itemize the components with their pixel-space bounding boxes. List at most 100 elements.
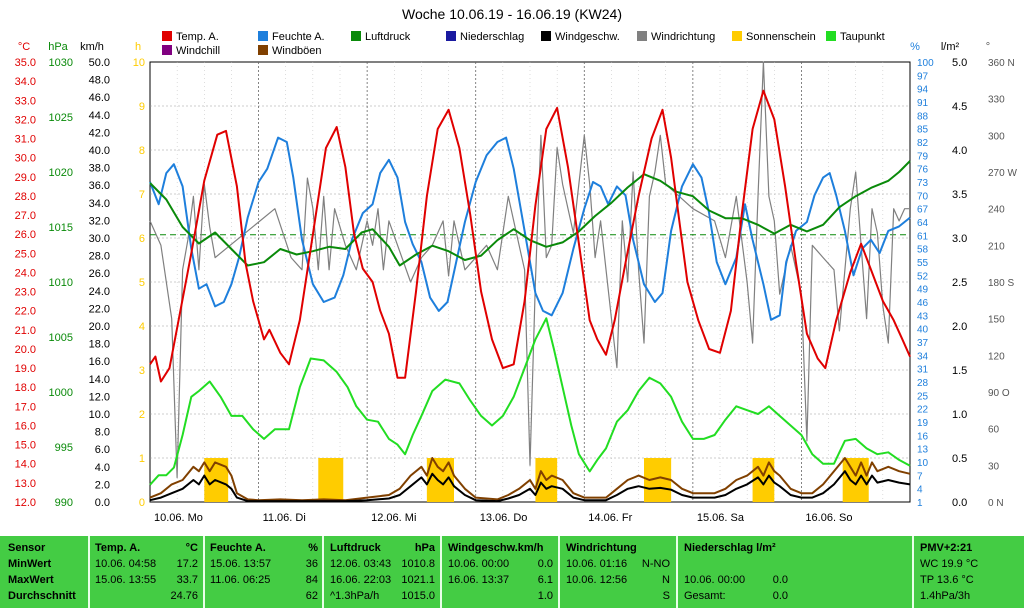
panel-pressure-max-value: 1021.1	[401, 574, 435, 586]
tick-label-pressure: 1030	[49, 57, 73, 69]
legend-label-gusts: Windböen	[272, 45, 322, 57]
tick-label-sun: 5	[139, 277, 145, 289]
panel-precip-total-label: Gesamt:	[684, 590, 726, 602]
tick-label-dir: 150	[988, 315, 1005, 326]
series-line-winddir	[149, 61, 910, 479]
tick-label-wind: 38.0	[89, 163, 110, 175]
tick-label-wind: 18.0	[89, 339, 110, 351]
tick-label-dir: 240	[988, 205, 1005, 216]
tick-label-precip: 4.5	[952, 101, 967, 113]
tick-label-temp: 22.0	[15, 306, 36, 318]
tick-label-humidity: 94	[917, 85, 929, 96]
tick-label-pressure: 1020	[49, 167, 73, 179]
tick-label-precip: 1.0	[952, 409, 967, 421]
panel-unit-temp: °C	[185, 542, 198, 554]
series-lines	[149, 61, 911, 503]
tick-label-precip: 0.0	[952, 497, 967, 509]
tick-label-temp: 34.0	[15, 76, 36, 88]
tick-label-wind: 24.0	[89, 286, 110, 298]
panel-humidity-avg-value: 62	[305, 590, 318, 602]
tick-label-temp: 28.0	[15, 191, 36, 203]
panel-unit-humidity: %	[308, 542, 318, 554]
panel-humidity-max-value: 84	[305, 574, 318, 586]
tick-label-pressure: 995	[55, 442, 73, 454]
tick-label-wind: 6.0	[95, 444, 110, 456]
tick-label-wind: 4.0	[95, 462, 110, 474]
tick-label-wind: 12.0	[89, 391, 110, 403]
tick-label-temp: 14.0	[15, 459, 36, 471]
legend-label-precipitation: Niederschlag	[460, 31, 524, 43]
panel-humidity-max-time: 11.06. 06:25	[210, 574, 271, 586]
tick-label-sun: 1	[139, 453, 145, 465]
tick-label-dir: 210	[988, 241, 1005, 252]
tick-label-temp: 21.0	[15, 325, 36, 337]
legend-swatch-windchill	[162, 45, 172, 55]
tick-label-humidity: 4	[917, 485, 923, 496]
weather-chart: Woche 10.06.19 - 16.06.19 (KW24) Temp. A…	[15, 6, 1018, 524]
tick-label-humidity: 64	[917, 218, 929, 229]
panel-pressure-avg-value: 1015.0	[401, 590, 435, 602]
panel-winddir-avg-value: S	[662, 590, 670, 602]
tick-label-wind: 10.0	[89, 409, 110, 421]
tick-label-wind: 22.0	[89, 303, 110, 315]
panel-windspeed-min-value: 0.0	[537, 558, 553, 570]
tick-label-precip: 2.0	[952, 321, 967, 333]
axis-ticks: 35.034.033.032.031.030.029.028.027.026.0…	[15, 57, 1018, 524]
tick-label-wind: 46.0	[89, 92, 110, 104]
tick-label-temp: 31.0	[15, 134, 36, 146]
tick-label-temp: 17.0	[15, 401, 36, 413]
tick-label-dir: 120	[988, 351, 1005, 362]
panel-row-label-max: MaxWert	[8, 574, 54, 586]
tick-label-humidity: 100	[917, 58, 934, 69]
tick-label-x: 12.06. Mi	[371, 512, 416, 524]
panel-temp-max-time: 15.06. 13:55	[95, 574, 157, 586]
tick-label-wind: 16.0	[89, 356, 110, 368]
tick-label-temp: 19.0	[15, 363, 36, 375]
panel-pressure-trend: ^1.3hPa/h	[330, 590, 380, 602]
panel-pressure-min-value: 1010.8	[401, 558, 435, 570]
tick-label-humidity: 91	[917, 98, 929, 109]
tick-label-humidity: 34	[917, 351, 929, 362]
series-line-windspeed	[149, 470, 911, 503]
legend: Temp. A. Feuchte A. Luftdruck Niederschlag W…	[162, 31, 885, 57]
series-line-gusts	[149, 457, 911, 502]
tick-label-wind: 20.0	[89, 321, 110, 333]
tick-label-humidity: 58	[917, 245, 929, 256]
panel-windspeed-min-time: 10.06. 00:00	[448, 558, 510, 570]
tick-label-humidity: 97	[917, 71, 929, 82]
tick-label-sun: 4	[139, 321, 145, 333]
tick-label-temp: 20.0	[15, 344, 36, 356]
axis-unit-label: °C	[18, 41, 30, 53]
panel-header-pressure: Luftdruck	[330, 542, 381, 554]
series-line-temp	[149, 89, 911, 383]
legend-swatch-dewpoint	[826, 31, 836, 41]
tick-label-wind: 30.0	[89, 233, 110, 245]
tick-label-precip: 2.5	[952, 277, 967, 289]
tick-label-humidity: 16	[917, 431, 929, 442]
legend-label-winddir: Windrichtung	[651, 31, 715, 43]
panel-humidity-min-time: 15.06. 13:57	[210, 558, 272, 570]
series-line-dewpoint	[149, 317, 911, 486]
tick-label-sun: 8	[139, 145, 145, 157]
panel-winddir-max-value: N	[662, 574, 670, 586]
tick-label-humidity: 43	[917, 311, 929, 322]
tick-label-dir: 270 W	[988, 168, 1017, 179]
tick-label-sun: 2	[139, 409, 145, 421]
tick-label-temp: 33.0	[15, 95, 36, 107]
panel-winddir-min-value: N-NO	[641, 558, 670, 570]
tick-label-humidity: 22	[917, 405, 929, 416]
tick-label-sun: 0	[139, 497, 145, 509]
panel-temp-avg-value: 24.76	[170, 590, 198, 602]
legend-label-sunshine: Sonnenschein	[746, 31, 816, 43]
tick-label-wind: 28.0	[89, 251, 110, 263]
tick-label-sun: 9	[139, 101, 145, 113]
tick-label-humidity: 7	[917, 471, 923, 482]
panel-row-label-min: MinWert	[8, 558, 52, 570]
legend-swatch-precipitation	[446, 31, 456, 41]
panel-temp-max-value: 33.7	[176, 574, 198, 586]
panel-precip-total-value: 0.0	[772, 590, 788, 602]
tick-label-humidity: 76	[917, 165, 929, 176]
tick-label-pressure: 1010	[49, 277, 73, 289]
tick-label-wind: 32.0	[89, 215, 110, 227]
axis-unit-label: l/m²	[941, 41, 960, 53]
